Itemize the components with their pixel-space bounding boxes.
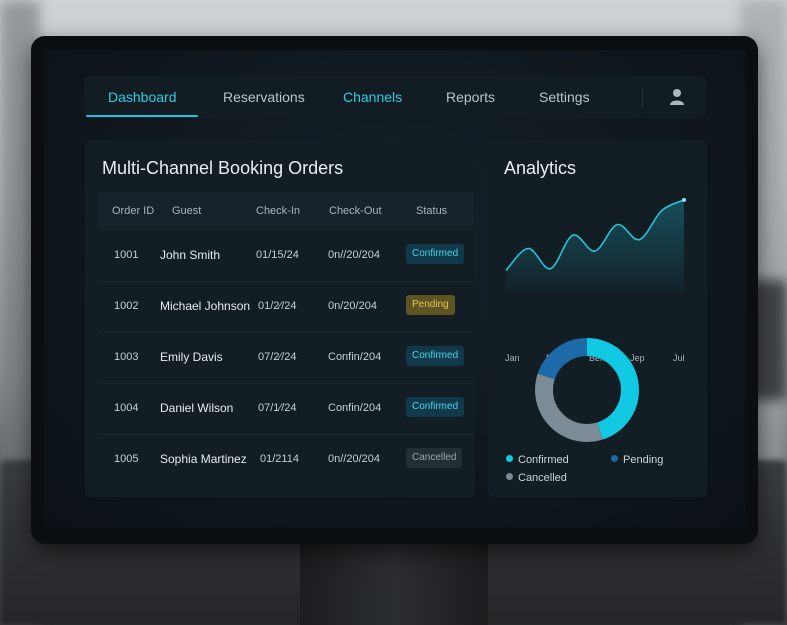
check-out: Confin/204 <box>328 351 382 363</box>
nav-reservations[interactable]: Reservations <box>223 89 305 105</box>
x-axis-label: Jul <box>673 353 685 363</box>
confirmed-dot-icon <box>506 455 513 462</box>
monitor-stand <box>300 540 488 625</box>
nav-settings[interactable]: Settings <box>539 89 590 105</box>
top-nav: Dashboard Reservations Channels Reports … <box>84 76 706 118</box>
table-row[interactable]: 1004 Daniel Wilson 07/1⁄/24 Confin/204 C… <box>98 383 474 435</box>
legend-cancelled: Cancelled <box>506 472 567 484</box>
legend-confirmed: Confirmed <box>506 454 569 466</box>
col-check-out: Check-Out <box>329 205 382 217</box>
check-in: 01/2⁄/24 <box>258 300 297 312</box>
table-row[interactable]: 1005 Sophia Martinez 01/2114 0n//20/204 … <box>98 434 474 485</box>
check-out: 0n//20/204 <box>328 453 380 465</box>
col-status: Status <box>416 205 448 217</box>
nav-divider <box>642 86 643 108</box>
nav-channels[interactable]: Channels <box>343 89 403 105</box>
order-id: 1003 <box>114 351 139 363</box>
order-id: 1004 <box>114 402 139 414</box>
col-guest: Guest <box>172 205 202 217</box>
status-badge: Cancelled <box>406 448 463 468</box>
order-id: 1001 <box>114 249 139 261</box>
guest-name: Michael Johnson <box>160 299 251 313</box>
check-in: 01/15/24 <box>256 249 299 261</box>
check-out: 0n//20/204 <box>328 249 380 261</box>
check-out: Confin/204 <box>328 402 382 414</box>
status-badge: Pending <box>406 295 455 315</box>
cancelled-dot-icon <box>506 473 513 480</box>
order-id: 1002 <box>114 300 139 312</box>
pending-dot-icon <box>611 455 618 462</box>
order-id: 1005 <box>114 453 139 465</box>
chart-area <box>506 200 684 292</box>
bookings-line-chart <box>505 198 686 292</box>
check-out: 0n/20/204 <box>328 300 377 312</box>
col-check-in: Check-In <box>256 205 301 217</box>
active-tab-indicator <box>86 115 198 117</box>
status-badge: Confirmed <box>406 397 465 417</box>
table-header: Order ID Guest Check-In Check-Out Status <box>98 192 474 230</box>
table-row[interactable]: 1002 Michael Johnson 01/2⁄/24 0n/20/204 … <box>98 281 474 333</box>
donut-slice-cancelled <box>535 338 639 442</box>
legend-pending: Pending <box>611 454 663 466</box>
x-axis-label: Jan <box>505 353 520 363</box>
check-in: 07/2⁄/24 <box>258 351 297 363</box>
x-axis-label: Ben <box>589 353 606 363</box>
data-point <box>682 198 686 202</box>
dashboard-screen: Dashboard Reservations Channels Reports … <box>44 50 746 528</box>
guest-name: John Smith <box>160 248 221 262</box>
donut-slice-pending <box>535 338 639 442</box>
analytics-panel: Analytics Jan Met Ben Jep Jul Confirmed … <box>488 140 707 497</box>
check-in: 07/1⁄/24 <box>258 402 297 414</box>
status-badge: Confirmed <box>406 244 465 264</box>
guest-name: Sophia Martinez <box>160 452 247 466</box>
nav-dashboard[interactable]: Dashboard <box>108 89 177 105</box>
check-in: 01/2114 <box>260 453 299 465</box>
x-axis-label: Jep <box>630 353 645 363</box>
table-row[interactable]: 1001 John Smith 01/15/24 0n//20/204 Conf… <box>98 230 474 282</box>
status-donut-chart <box>535 338 639 442</box>
user-icon[interactable] <box>669 88 685 106</box>
table-row[interactable]: 1003 Emily Davis 07/2⁄/24 Confin/204 Con… <box>98 332 474 384</box>
status-badge: Confirmed <box>406 346 465 366</box>
guest-name: Daniel Wilson <box>160 401 234 415</box>
orders-panel: Multi-Channel Booking Orders Order ID Gu… <box>85 140 475 497</box>
col-order-id: Order ID <box>112 205 155 217</box>
orders-title: Multi-Channel Booking Orders <box>102 158 344 178</box>
guest-name: Emily Davis <box>160 350 223 364</box>
series-line <box>505 199 685 271</box>
nav-reports[interactable]: Reports <box>446 89 496 105</box>
analytics-title: Analytics <box>504 158 577 178</box>
